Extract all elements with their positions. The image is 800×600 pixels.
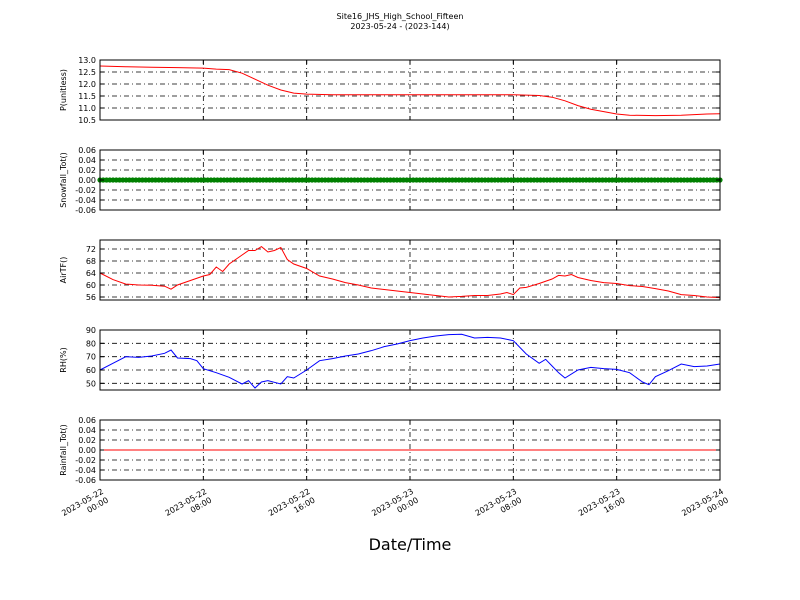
y-tick-label: -0.06 bbox=[75, 476, 96, 485]
y-tick-label: -0.04 bbox=[75, 196, 96, 205]
y-axis-label: RH(%) bbox=[59, 347, 68, 372]
panel-2: 0.060.040.020.00-0.02-0.04-0.06 Snowfall_… bbox=[59, 146, 723, 215]
chart-subtitle: 2023-05-24 - (2023-144) bbox=[350, 22, 449, 31]
y-tick-label: 13.0 bbox=[78, 56, 96, 65]
y-tick-label: 0.02 bbox=[78, 166, 96, 175]
y-axis-label: Rainfall_Tot() bbox=[59, 424, 68, 476]
y-tick-label: -0.04 bbox=[75, 466, 96, 475]
series-line bbox=[99, 65, 721, 117]
y-tick-label: 0.02 bbox=[78, 436, 96, 445]
y-tick-label: 72 bbox=[86, 245, 96, 254]
panel-4: 90 80 70 60 50 RH(%) bbox=[59, 326, 721, 391]
y-tick-label: 12.5 bbox=[78, 68, 96, 77]
y-tick-label: 0.04 bbox=[78, 156, 96, 165]
y-tick-label: -0.02 bbox=[75, 186, 96, 195]
y-tick-label: 60 bbox=[86, 366, 96, 375]
y-tick-label: 0.00 bbox=[78, 446, 96, 455]
series-line bbox=[99, 245, 721, 299]
panel-1: 13.0 12.5 12.0 11.5 11.0 10.5 P(unitless) bbox=[59, 56, 721, 125]
y-tick-label: 0.00 bbox=[78, 176, 96, 185]
y-tick-label: 10.5 bbox=[78, 116, 96, 125]
y-tick-label: 90 bbox=[86, 326, 96, 335]
y-tick-label: -0.06 bbox=[75, 206, 96, 215]
y-tick-label: 12.0 bbox=[78, 80, 96, 89]
y-tick-label: 0.04 bbox=[78, 426, 96, 435]
y-axis-label: AirTF() bbox=[59, 257, 68, 284]
y-tick-label: 0.06 bbox=[78, 416, 96, 425]
y-tick-label: 60 bbox=[86, 281, 96, 290]
y-tick-label: 70 bbox=[86, 353, 96, 362]
y-tick-label: -0.02 bbox=[75, 456, 96, 465]
series-line bbox=[99, 333, 721, 389]
y-tick-label: 0.06 bbox=[78, 146, 96, 155]
y-tick-label: 68 bbox=[86, 257, 96, 266]
y-tick-label: 11.0 bbox=[78, 104, 96, 113]
y-tick-label: 56 bbox=[86, 293, 96, 302]
x-axis-label: Date/Time bbox=[369, 535, 452, 554]
panel-3: 72 68 64 60 56 AirTF() bbox=[59, 239, 721, 302]
y-tick-label: 80 bbox=[86, 339, 96, 348]
panel-5: 0.060.040.020.00-0.02-0.04-0.06 Rainfall_… bbox=[59, 416, 721, 485]
chart-title: Site16_JHS_High_School_Fifteen bbox=[337, 12, 464, 21]
y-tick-label: 11.5 bbox=[78, 92, 96, 101]
y-tick-label: 64 bbox=[86, 269, 96, 278]
y-axis-label: Snowfall_Tot() bbox=[59, 152, 68, 208]
panels: 13.012.512.011.511.010.5P(unitless)0.060… bbox=[59, 56, 723, 485]
y-axis-label: P(unitless) bbox=[59, 69, 68, 111]
y-tick-label: 50 bbox=[86, 379, 96, 388]
